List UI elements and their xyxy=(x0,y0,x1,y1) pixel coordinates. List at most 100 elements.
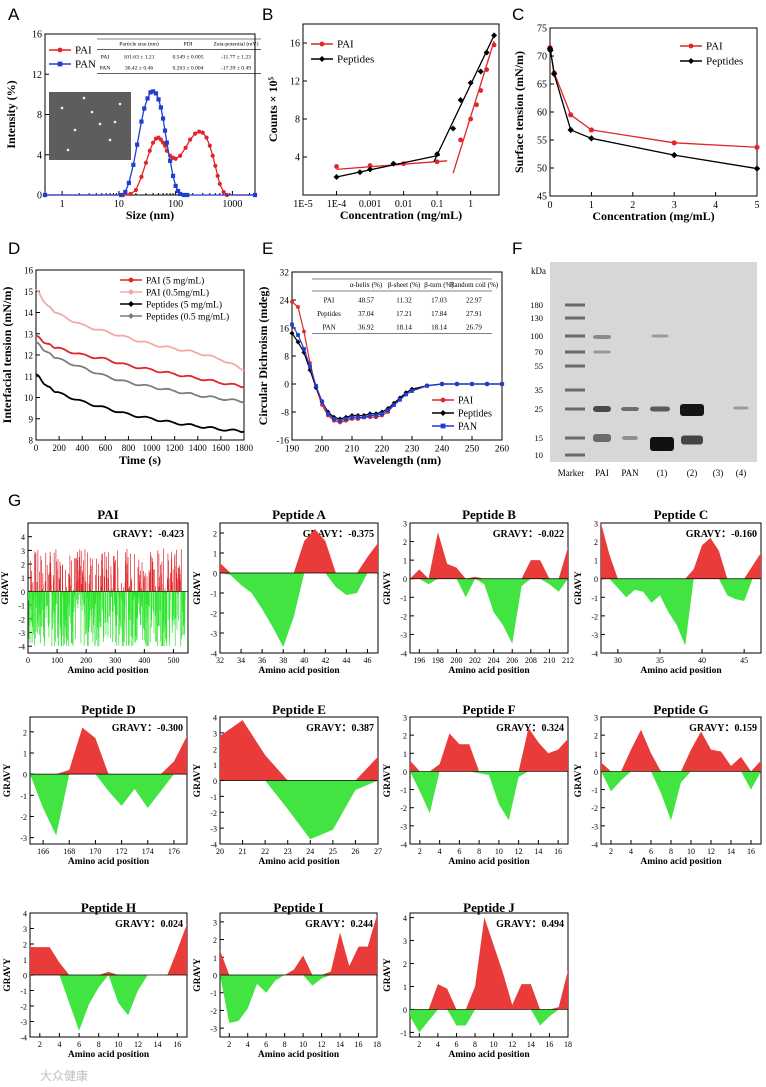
particle-dot xyxy=(108,138,112,142)
gravy-plot-title: Peptide I xyxy=(273,900,323,915)
table-cell: 17.84 xyxy=(431,310,447,318)
plot-frame xyxy=(409,522,569,654)
table-cell: 17.03 xyxy=(431,297,447,305)
x-tick-label: 400 xyxy=(75,443,89,453)
x-axis-label: Wavelength (nm) xyxy=(353,453,441,467)
x-tick-label: 40 xyxy=(300,656,308,665)
gravy-score: GRAVY：0.494 xyxy=(496,919,564,930)
x-tick-label: 8 xyxy=(477,847,481,856)
marker-kda-label: 180 xyxy=(530,300,543,310)
y-tick-label: 8 xyxy=(295,115,300,126)
data-point xyxy=(289,330,295,336)
y-axis-label: GRAVY xyxy=(3,958,13,992)
data-point xyxy=(178,153,183,158)
marker-band xyxy=(565,350,585,354)
y-axis-label: Interfacial tension (mN/m) xyxy=(0,287,14,424)
y-tick-label: 0 xyxy=(403,1006,407,1015)
x-axis-label: Size (nm) xyxy=(126,208,174,222)
data-point xyxy=(192,131,198,136)
panel-label-b: B xyxy=(262,5,273,24)
y-tick-label: 24 xyxy=(280,297,290,307)
data-point xyxy=(188,137,193,142)
y-tick-label: 32 xyxy=(280,269,290,279)
legend-label: PAI xyxy=(706,41,723,53)
table-cell: 0.549 ± 0.005 xyxy=(172,55,203,61)
gravy-plot-title: Peptide F xyxy=(462,702,515,717)
series-line xyxy=(35,373,245,434)
y-tick-label: 15 xyxy=(24,287,34,297)
data-point xyxy=(175,188,181,194)
chart-gravy-0: 0 100 200 300 400 500 -4 -3 -2 -1 0 1 2 3 4 Amino acid … xyxy=(1,507,189,676)
x-tick-label: 10 xyxy=(114,1040,122,1049)
area-fill-group xyxy=(410,727,568,821)
marker-kda-label: 55 xyxy=(535,361,544,371)
y-tick-label: 4 xyxy=(213,714,217,723)
data-point xyxy=(468,116,474,122)
legend-label: Peptides (5 mg/mL) xyxy=(146,300,222,311)
y-tick-label: -2 xyxy=(400,804,407,813)
chart-gravy-2: 196 198 200 202 204 206 208 210 212 -4 -3 -2 -1 0 1 2 3 A… xyxy=(383,507,574,676)
data-point xyxy=(688,58,694,64)
data-point xyxy=(302,347,306,351)
x-tick-label: 14 xyxy=(154,1040,162,1049)
y-axis-label: GRAVY xyxy=(193,764,203,798)
data-point xyxy=(362,415,366,420)
data-point xyxy=(197,129,202,134)
x-tick-label: 2 xyxy=(630,200,635,211)
protein-band xyxy=(593,434,611,442)
legend-label: Peptides xyxy=(337,54,374,66)
data-point xyxy=(333,173,340,180)
y-tick-label: 4 xyxy=(403,914,407,923)
x-tick-label: 6 xyxy=(77,1040,81,1049)
area-fill-group xyxy=(220,529,378,647)
x-axis-label: Amino acid position xyxy=(67,666,149,676)
y-tick-label: -4 xyxy=(400,841,407,850)
data-point xyxy=(550,70,558,78)
gravy-plot-title: Peptide B xyxy=(462,507,516,522)
x-tick-label: 200 xyxy=(315,445,330,455)
legend-label: Peptides xyxy=(706,56,743,68)
y-tick-label: 1 xyxy=(594,750,598,759)
y-tick-label: 0 xyxy=(213,972,217,981)
area-fill-group xyxy=(30,727,187,836)
x-tick-label: 46 xyxy=(363,656,371,665)
y-tick-label: 3 xyxy=(403,937,407,946)
gravy-negative-area xyxy=(220,573,378,647)
x-tick-label: 166 xyxy=(37,847,49,856)
plot-frame xyxy=(219,522,379,654)
gravy-score: GRAVY：-0.022 xyxy=(493,529,564,540)
lane-label: Marker xyxy=(558,468,585,478)
marker-band xyxy=(565,388,585,392)
table-cell: 11.32 xyxy=(396,297,412,305)
particle-dot xyxy=(73,128,77,132)
x-axis-label: Amino acid position xyxy=(640,857,722,867)
x-tick-label: 24 xyxy=(306,847,314,856)
x-tick-label: 212 xyxy=(562,656,574,665)
x-tick-label: 14 xyxy=(534,847,542,856)
data-point xyxy=(221,189,226,195)
plot-frame xyxy=(29,716,188,845)
x-tick-label: 8 xyxy=(283,1040,287,1049)
y-tick-label: 70 xyxy=(537,52,547,63)
particle-dot xyxy=(60,106,64,110)
y-tick-label: -2 xyxy=(18,615,25,624)
data-point xyxy=(139,174,144,179)
y-tick-label: -4 xyxy=(18,643,25,652)
y-tick-label: -2 xyxy=(591,612,598,621)
y-tick-label: -3 xyxy=(591,631,598,640)
data-point xyxy=(135,142,140,147)
x-tick-label: 176 xyxy=(168,847,180,856)
y-tick-label: 10 xyxy=(24,393,34,403)
protein-band xyxy=(622,436,638,440)
data-point xyxy=(440,423,446,429)
table-cell: 18.14 xyxy=(431,324,447,332)
y-tick-label: 55 xyxy=(537,136,547,147)
y-tick-label: -3 xyxy=(210,630,217,639)
area-fill-group xyxy=(28,548,186,647)
lane-label: (3) xyxy=(713,468,724,478)
data-point xyxy=(158,105,163,110)
gravy-positive-area xyxy=(410,917,568,1010)
